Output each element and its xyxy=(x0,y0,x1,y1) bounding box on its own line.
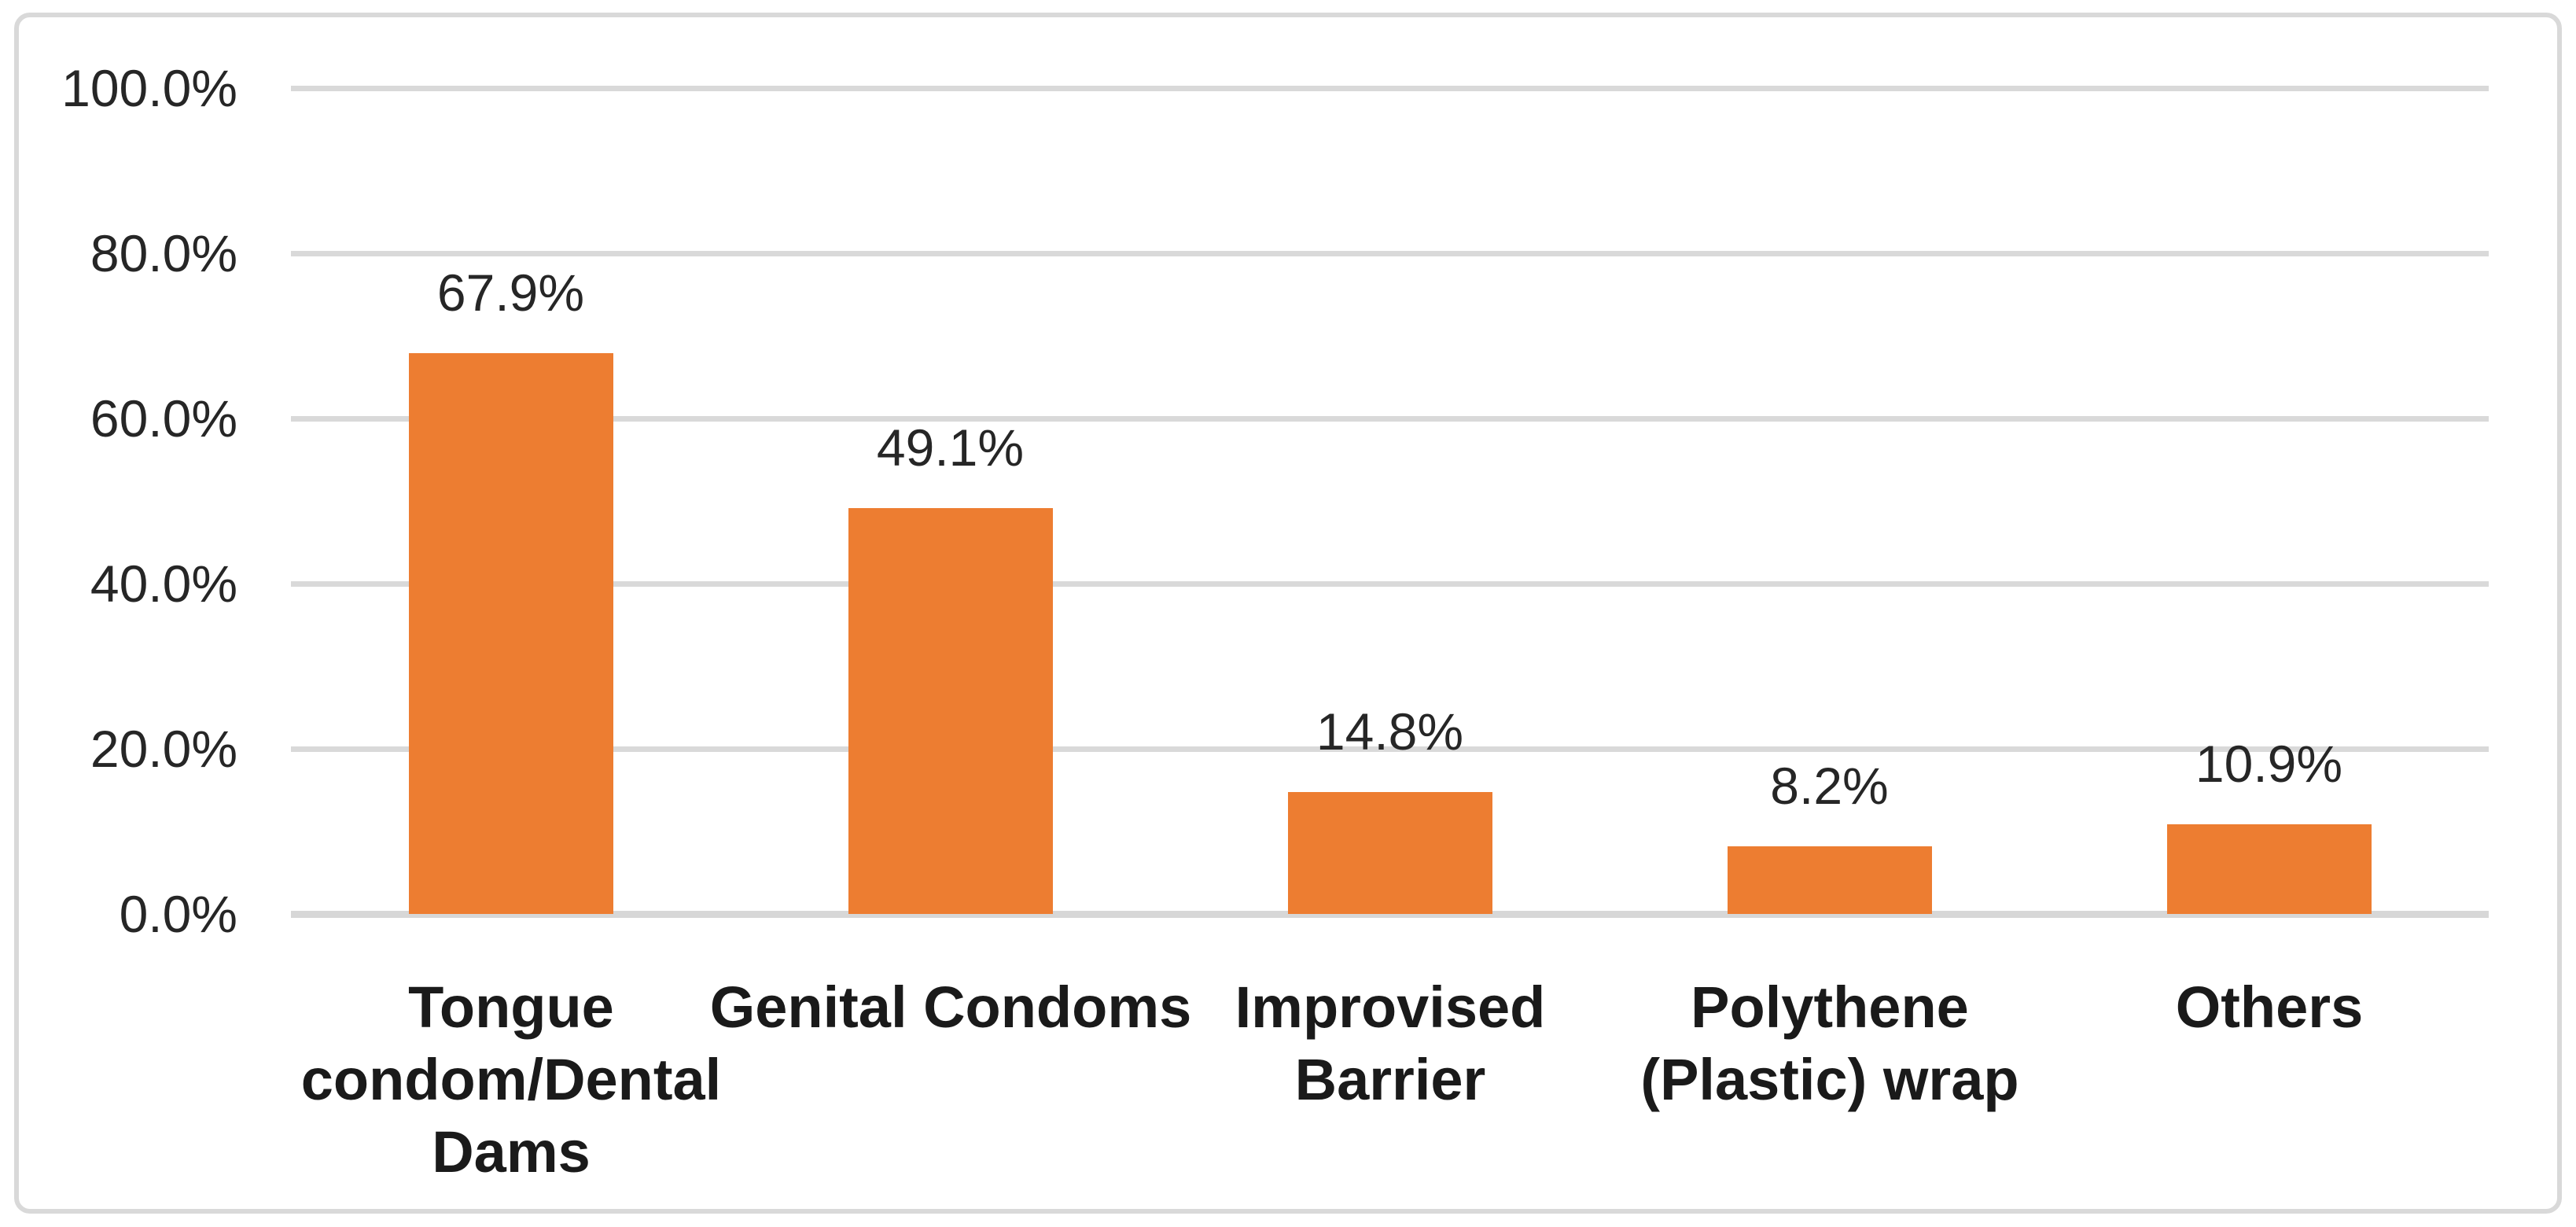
category-label: Polythene (Plastic) wrap xyxy=(1640,975,2019,1112)
chart-border xyxy=(14,13,2562,1214)
y-tick-label: 20.0% xyxy=(90,720,237,778)
y-tick-label: 0.0% xyxy=(119,885,237,943)
bar-value-label: 14.8% xyxy=(1316,702,1464,761)
bar-value-label: 67.9% xyxy=(436,263,585,322)
bar xyxy=(1728,846,1932,914)
bar xyxy=(2167,824,2372,914)
gridline xyxy=(291,416,2489,422)
category-label: Others xyxy=(2175,975,2364,1040)
gridline xyxy=(291,581,2489,587)
y-tick-label: 60.0% xyxy=(90,389,237,448)
bar xyxy=(848,508,1053,914)
gridline xyxy=(291,746,2489,752)
bar xyxy=(409,353,613,914)
category-label: Genital Condoms xyxy=(709,975,1192,1040)
gridline xyxy=(291,251,2489,256)
category-label: Tongue condom/Dental Dams xyxy=(300,975,722,1185)
bar-value-label: 8.2% xyxy=(1770,757,1889,815)
bar-value-label: 10.9% xyxy=(2195,735,2343,793)
gridline xyxy=(291,86,2489,91)
category-label: Improvised Barrier xyxy=(1235,975,1546,1112)
y-tick-label: 40.0% xyxy=(90,555,237,613)
bar-value-label: 49.1% xyxy=(876,418,1025,477)
bar xyxy=(1288,792,1492,914)
y-tick-label: 100.0% xyxy=(61,59,237,117)
y-tick-label: 80.0% xyxy=(90,224,237,282)
x-axis-line xyxy=(291,911,2489,918)
